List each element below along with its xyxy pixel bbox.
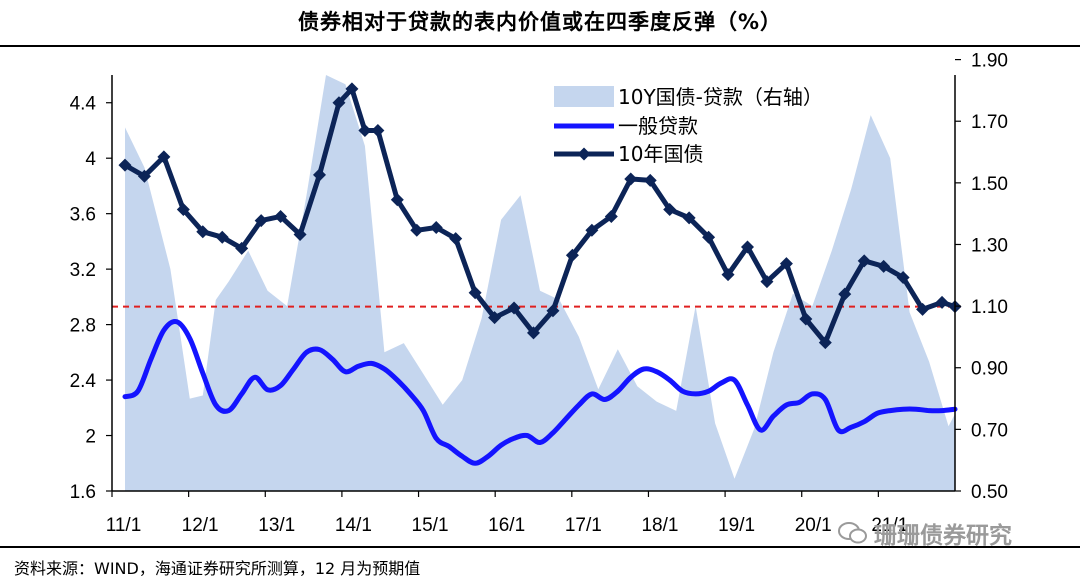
- data-point-10y-treasury: [877, 259, 891, 273]
- data-point-10y-treasury: [157, 150, 171, 164]
- y-right-tick-label: 1.70: [971, 112, 1008, 133]
- data-point-10y-treasury: [585, 223, 599, 237]
- data-point-10y-treasury: [818, 336, 832, 350]
- line-series-layer: [118, 82, 962, 466]
- data-point-10y-treasury: [345, 82, 359, 96]
- data-point-10y-treasury: [799, 312, 813, 326]
- watermark-text: 珊珊债券研究: [874, 523, 1012, 549]
- data-point-10y-treasury: [702, 230, 716, 244]
- y-left-tick-label: 2: [85, 427, 96, 448]
- data-point-10y-treasury: [916, 302, 930, 316]
- y-right-tick-label: 0.90: [971, 359, 1008, 380]
- data-point-10y-treasury: [137, 169, 151, 183]
- data-point-10y-treasury: [254, 214, 268, 228]
- data-point-10y-treasury: [779, 257, 793, 271]
- x-tick-label: 21/1: [871, 515, 908, 536]
- data-point-10y-treasury: [118, 158, 132, 172]
- data-point-10y-treasury: [215, 230, 229, 244]
- data-point-10y-treasury: [332, 96, 346, 110]
- data-point-10y-treasury: [663, 203, 677, 217]
- x-tick-label: 12/1: [182, 515, 219, 536]
- data-point-10y-treasury: [721, 268, 735, 282]
- x-tick-label: 14/1: [335, 515, 372, 536]
- data-point-10y-treasury: [371, 123, 385, 137]
- chart-title: 债券相对于贷款的表内价值或在四季度反弹（%）: [297, 10, 783, 34]
- series-line-general-loan: [122, 319, 958, 466]
- top-rule: [0, 45, 1080, 47]
- source-note: 资料来源：WIND，海通证券研究所测算，12 月为预期值: [14, 559, 421, 578]
- y-left-tick-label: 1.6: [70, 482, 96, 503]
- data-point-10y-treasury: [488, 311, 502, 325]
- data-point-10y-treasury: [449, 232, 463, 246]
- y-right-tick-label: 0.50: [971, 482, 1008, 503]
- data-point-10y-treasury: [293, 227, 307, 241]
- data-point-10y-treasury: [507, 301, 521, 315]
- data-point-10y-treasury: [410, 223, 424, 237]
- y-left-tick-label: 2.4: [70, 371, 97, 392]
- data-point-10y-treasury: [682, 211, 696, 225]
- x-tick-label: 11/1: [106, 515, 142, 536]
- data-point-10y-treasury: [838, 287, 852, 301]
- legend: 10Y国债-贷款（右轴） 一般贷款 10年国债: [554, 85, 823, 166]
- legend-label: 10年国债: [618, 142, 703, 166]
- watermark: 珊珊债券研究: [838, 516, 1012, 550]
- data-point-10y-treasury: [429, 221, 443, 235]
- y-left-tick-label: 2.8: [70, 316, 96, 337]
- data-point-10y-treasury: [857, 254, 871, 268]
- x-tick-label: 18/1: [641, 515, 678, 536]
- y-right-tick-label: 0.70: [971, 420, 1008, 441]
- x-tick-label: 17/1: [565, 515, 602, 536]
- legend-marker-treasury: [577, 147, 591, 161]
- x-tick-label: 16/1: [488, 515, 525, 536]
- data-point-10y-treasury: [468, 286, 482, 300]
- x-tick-label: 15/1: [412, 515, 449, 536]
- data-point-10y-treasury: [274, 209, 288, 223]
- legend-label: 10Y国债-贷款（右轴）: [618, 85, 823, 109]
- data-point-10y-treasury: [896, 270, 910, 284]
- data-point-10y-treasury: [313, 168, 327, 182]
- data-point-10y-treasury: [176, 203, 190, 217]
- data-point-10y-treasury: [390, 193, 404, 207]
- legend-swatch-area: [554, 86, 614, 107]
- data-point-10y-treasury: [935, 295, 949, 309]
- y-right-tick-label: 1.30: [971, 235, 1008, 256]
- y-left-tick-label: 4.4: [70, 94, 97, 115]
- data-point-10y-treasury: [565, 248, 579, 262]
- area-series-10y-minus-loan: [125, 75, 955, 491]
- x-tick-label: 20/1: [795, 515, 832, 536]
- bottom-rule: [0, 546, 1080, 548]
- chart: 1.6 2 2.4 2.8 3.2 3.6 4 4.4 0.50 0.70 0.90 1.10 1.30…: [70, 51, 1008, 536]
- area-series-layer: [125, 75, 955, 491]
- axes-layer: 1.6 2 2.4 2.8 3.2 3.6 4 4.4 0.50 0.70 0.90 1.10 1.30…: [70, 51, 1008, 536]
- y-left-tick-label: 3.2: [70, 260, 96, 281]
- y-left-tick-label: 4: [85, 149, 96, 170]
- data-point-10y-treasury: [740, 240, 754, 254]
- data-point-10y-treasury: [235, 241, 249, 255]
- x-tick-label: 13/1: [258, 515, 295, 536]
- data-point-10y-treasury: [643, 173, 657, 187]
- data-point-10y-treasury: [546, 304, 560, 318]
- data-point-10y-treasury: [358, 123, 372, 137]
- y-right-tick-label: 1.10: [971, 297, 1008, 318]
- wechat-icon: [838, 522, 867, 544]
- y-right-tick-label: 1.90: [971, 51, 1008, 72]
- y-right-tick-label: 1.50: [971, 174, 1008, 195]
- x-tick-label: 19/1: [718, 515, 755, 536]
- y-left-tick-label: 3.6: [70, 205, 96, 226]
- legend-label: 一般贷款: [618, 114, 698, 138]
- data-point-10y-treasury: [604, 209, 618, 223]
- data-point-10y-treasury: [196, 225, 210, 239]
- data-point-10y-treasury: [760, 275, 774, 289]
- data-point-10y-treasury: [624, 172, 638, 186]
- data-point-10y-treasury: [527, 326, 540, 340]
